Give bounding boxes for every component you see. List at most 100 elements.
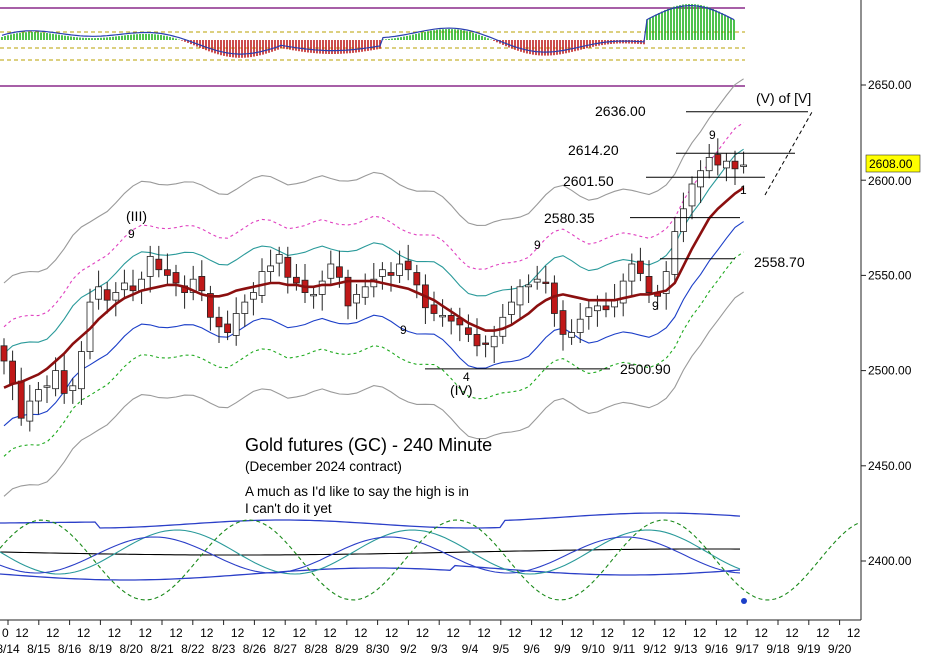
level-label: 2614.20 <box>568 142 619 158</box>
candle <box>680 208 687 233</box>
wave-label-iv: (IV) <box>450 382 473 398</box>
cycle-end-dot <box>741 598 747 604</box>
candle <box>404 260 412 271</box>
y-tick-label: 2500.00 <box>868 364 912 378</box>
candle <box>172 272 180 284</box>
candle <box>723 160 730 169</box>
x-time-label: 12 <box>108 626 122 640</box>
y-tick-label: 2650.00 <box>868 78 912 92</box>
candle <box>284 256 292 278</box>
candle <box>525 284 532 288</box>
x-date-label: 8/20 <box>120 642 144 656</box>
candle <box>740 164 747 167</box>
x-time-label: 12 <box>570 626 584 640</box>
candle <box>267 265 275 272</box>
x-date-label: 8/21 <box>150 642 174 656</box>
x-time-label: 12 <box>724 626 738 640</box>
candle <box>688 183 696 207</box>
candle <box>516 286 524 306</box>
x-time-label: 12 <box>323 626 337 640</box>
candle <box>327 263 335 279</box>
x-time-label: 12 <box>477 626 491 640</box>
x-time-label: 12 <box>631 626 645 640</box>
x-date-label: 8/28 <box>304 642 328 656</box>
candle <box>585 307 593 317</box>
band-line <box>3 291 744 497</box>
x-time-label: 12 <box>539 626 553 640</box>
candle <box>121 282 128 291</box>
x-date-label: 9/9 <box>554 642 571 656</box>
x-time-label: 12 <box>15 626 29 640</box>
candle <box>52 370 59 390</box>
count-label: 9 <box>652 299 659 313</box>
candle <box>95 286 102 300</box>
level-label: 2500.90 <box>620 361 671 377</box>
x-time-label: 12 <box>847 626 861 640</box>
candle <box>344 276 352 307</box>
x-time-label: 12 <box>262 626 276 640</box>
candle <box>9 360 17 385</box>
x-time-label: 12 <box>200 626 214 640</box>
candle <box>0 345 8 362</box>
candle <box>714 154 722 166</box>
x-time-label: 12 <box>293 626 307 640</box>
candle <box>112 292 120 301</box>
x-time-label: 12 <box>816 626 830 640</box>
candle <box>318 280 326 295</box>
cycle-panel <box>0 512 861 604</box>
band-line <box>3 221 744 427</box>
x-time-label: 12 <box>416 626 430 640</box>
top-oscillator-panel <box>0 4 745 87</box>
candle <box>731 160 739 170</box>
candle <box>275 254 283 264</box>
x-time-label: 12 <box>354 626 368 640</box>
candle <box>163 269 171 276</box>
y-tick-label: 2600.00 <box>868 174 912 188</box>
candle <box>103 289 111 301</box>
band-line <box>3 78 744 284</box>
y-tick-label: 2450.00 <box>868 459 912 473</box>
count-label: 9 <box>709 128 716 142</box>
projection-line <box>764 111 813 196</box>
candle <box>155 258 163 271</box>
candle <box>637 260 644 274</box>
candle <box>387 272 395 276</box>
x-time-label: 12 <box>77 626 91 640</box>
candle <box>507 301 515 315</box>
x-date-label: 8/16 <box>58 642 82 656</box>
candle <box>464 327 472 335</box>
x-date-label: 8/23 <box>212 642 236 656</box>
candle <box>146 255 154 277</box>
x-date-label: 8/14 <box>0 642 20 656</box>
candle <box>335 266 343 278</box>
x-time-label: 12 <box>508 626 522 640</box>
candle <box>353 293 361 304</box>
annotation-line-2: I can't do it yet <box>245 501 332 516</box>
level-label: 2558.70 <box>754 254 805 270</box>
chart-subtitle: (December 2024 contract) <box>245 459 402 474</box>
x-time-label: 12 <box>785 626 799 640</box>
candle <box>645 275 653 293</box>
candle <box>439 314 447 318</box>
last-price-badge: 2608.00 <box>865 154 921 173</box>
candle <box>292 276 300 284</box>
wave-label-iii: (III) <box>126 208 147 224</box>
x-time-label: 12 <box>447 626 461 640</box>
candle <box>35 389 42 402</box>
candle <box>241 301 249 314</box>
candle <box>559 310 567 335</box>
x-date-label: 9/11 <box>613 642 636 656</box>
x-date-label: 9/16 <box>705 642 729 656</box>
candle <box>671 231 679 275</box>
chart-title: Gold futures (GC) - 240 Minute <box>245 435 492 455</box>
candle <box>206 293 214 318</box>
x-time-label: 12 <box>385 626 399 640</box>
x-date-label: 9/13 <box>674 642 698 656</box>
band-line <box>3 148 744 354</box>
candle <box>705 156 713 172</box>
candle <box>619 280 627 304</box>
level-label: 2601.50 <box>563 173 614 189</box>
candle <box>60 370 68 394</box>
y-axis: 2650.00 2600.00 2550.00 2500.00 2450.00 2400.… <box>861 78 912 568</box>
